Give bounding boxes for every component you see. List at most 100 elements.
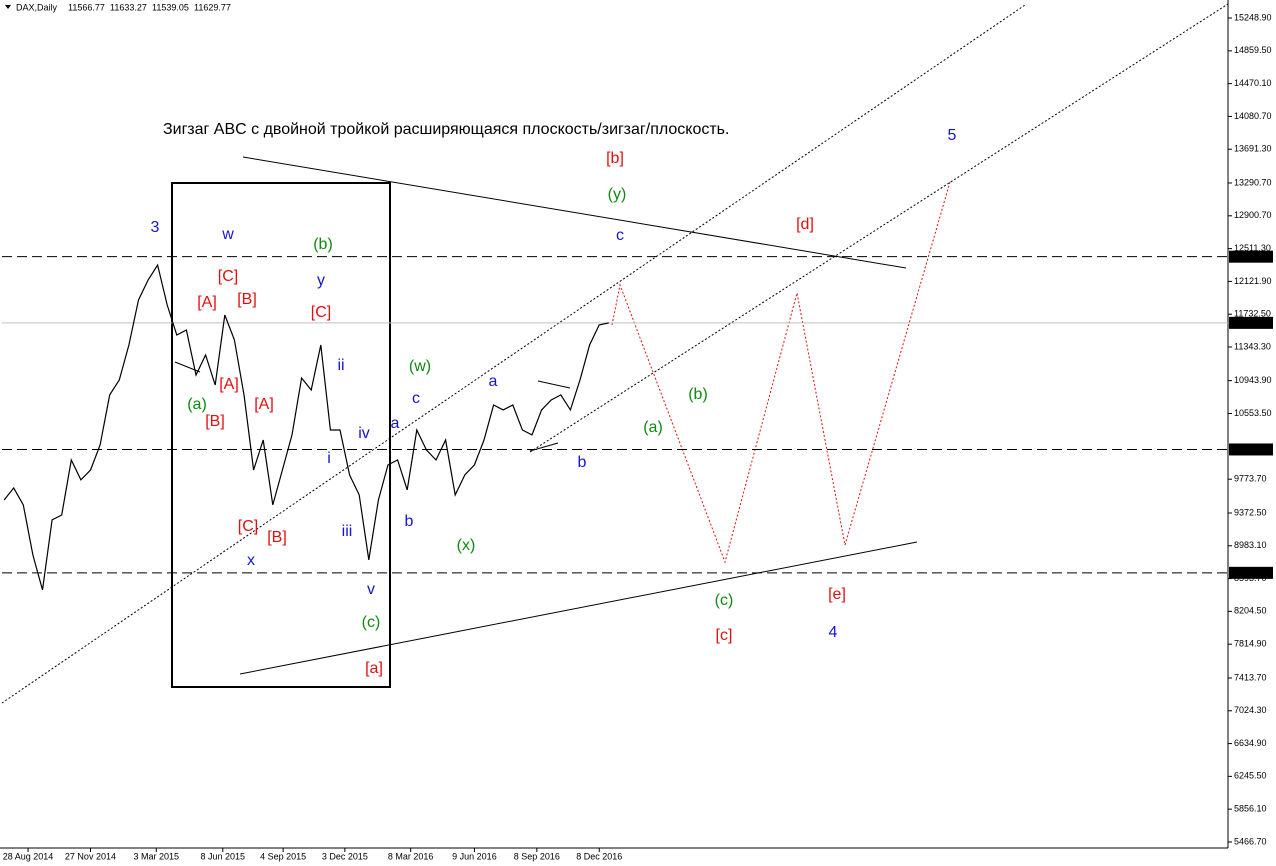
y-tick-label: 14080.70 — [1234, 111, 1272, 121]
y-tick-label: 10553.50 — [1234, 408, 1272, 418]
y-tick-label: 11343.30 — [1234, 341, 1271, 351]
x-tick-label: 3 Dec 2015 — [322, 851, 368, 861]
y-tick-label: 6634.90 — [1234, 738, 1267, 748]
x-tick-label: 3 Mar 2015 — [134, 851, 180, 861]
annotation: (b) — [688, 386, 708, 403]
annotation: (w) — [409, 358, 431, 375]
x-tick-label: 8 Mar 2016 — [388, 851, 434, 861]
y-tick-label: 7814.90 — [1234, 639, 1267, 649]
annotation: 4 — [829, 624, 838, 641]
annotation: [e] — [828, 586, 846, 603]
annotation: b — [405, 513, 414, 530]
annotation: [a] — [365, 660, 383, 677]
symbol: DAX,Daily — [16, 2, 58, 12]
annotation: w — [221, 226, 234, 243]
y-tick-label: 5466.70 — [1234, 836, 1267, 846]
x-tick-label: 8 Dec 2016 — [576, 851, 622, 861]
annotation: [C] — [218, 268, 238, 285]
annotation: Зигзаг ABC с двойной тройкой расширяющая… — [163, 121, 729, 138]
price-label: 11629.77 — [1232, 317, 1269, 327]
y-tick-label: 14859.50 — [1234, 45, 1272, 55]
annotation: iv — [358, 425, 370, 442]
price-label-box — [1229, 316, 1273, 329]
y-tick-label: 6245.50 — [1234, 771, 1267, 781]
y-tick-label: 9773.70 — [1234, 474, 1267, 484]
annotation: ii — [337, 357, 344, 374]
annotation: a — [489, 373, 498, 390]
annotation: (c) — [362, 614, 381, 631]
annotation: [A] — [219, 376, 239, 393]
x-tick-label: 8 Sep 2016 — [514, 851, 560, 861]
annotation: [B] — [205, 413, 225, 430]
price-label-box — [1229, 250, 1273, 263]
x-tick-label: 28 Aug 2014 — [3, 851, 54, 861]
annotation: v — [367, 581, 375, 598]
annotation: y — [317, 272, 325, 289]
trend-line — [239, 541, 918, 675]
y-tick-label: 7024.30 — [1234, 705, 1267, 715]
y-tick-label: 10943.90 — [1234, 375, 1272, 385]
annotation: iii — [342, 523, 353, 540]
y-tick-label: 12900.70 — [1234, 210, 1272, 220]
annotation: c — [616, 227, 624, 244]
y-tick-label: 12511.30 — [1234, 243, 1271, 253]
y-tick-label: 8204.50 — [1234, 606, 1267, 616]
y-tick-label: 5856.10 — [1234, 804, 1267, 814]
annotation: (b) — [313, 236, 333, 253]
channel-line — [1, 4, 1026, 704]
annotation: [A] — [197, 294, 217, 311]
annotation: (a) — [187, 396, 207, 413]
x-tick-label: 4 Sep 2015 — [260, 851, 306, 861]
x-tick-label: 27 Nov 2014 — [65, 851, 116, 861]
price-label-box — [1229, 566, 1273, 579]
annotation: (c) — [715, 592, 734, 609]
y-tick-label: 13691.30 — [1234, 144, 1272, 154]
annotation: 5 — [948, 127, 957, 144]
annotation: (a) — [643, 419, 663, 436]
annotation: [A] — [254, 396, 274, 413]
annotation: (y) — [608, 186, 627, 203]
y-tick-label: 7413.70 — [1234, 672, 1267, 682]
trend-line — [537, 380, 571, 389]
annotation: [B] — [237, 291, 257, 308]
annotation: x — [247, 552, 255, 569]
menu-icon[interactable] — [5, 5, 11, 9]
y-tick-label: 9372.50 — [1234, 507, 1267, 517]
drawings — [1, 3, 1229, 704]
annotation: i — [327, 450, 331, 467]
price-line — [3, 263, 609, 591]
x-tick-label: 9 Jun 2016 — [452, 851, 497, 861]
y-tick-label: 15248.90 — [1234, 12, 1272, 22]
annotation: [d] — [796, 216, 814, 233]
annotation: (x) — [457, 537, 476, 554]
annotation: [b] — [606, 150, 624, 167]
box — [171, 182, 391, 688]
annotation: [C] — [238, 518, 258, 535]
ohlc-value: 11566.77 — [68, 2, 105, 12]
y-tick-label: 11732.50 — [1234, 309, 1271, 319]
annotation: 3 — [151, 219, 160, 236]
annotation: [C] — [311, 304, 331, 321]
trend-line — [174, 361, 201, 373]
price-label: 10126.72 — [1232, 444, 1270, 454]
y-tick-label: 12121.90 — [1234, 276, 1272, 286]
y-tick-label: 14470.10 — [1234, 78, 1272, 88]
x-tick-label: 8 Jun 2015 — [201, 851, 246, 861]
price-label: 8661.90 — [1232, 567, 1265, 577]
annotation: [c] — [716, 627, 733, 644]
ohlc-value: 11633.27 — [110, 2, 147, 12]
ohlc-value: 11629.77 — [194, 2, 231, 12]
ohlc-value: 11539.05 — [152, 2, 189, 12]
price-label-box — [1229, 443, 1273, 456]
price-label: 12415.45 — [1232, 251, 1270, 261]
annotation: [B] — [267, 529, 287, 546]
annotation: c — [412, 390, 420, 407]
y-tick-label: 13290.70 — [1234, 177, 1272, 187]
annotation: a — [391, 415, 400, 432]
projection — [611, 181, 951, 564]
y-tick-label: 8983.10 — [1234, 540, 1267, 550]
trend-line — [242, 156, 907, 269]
